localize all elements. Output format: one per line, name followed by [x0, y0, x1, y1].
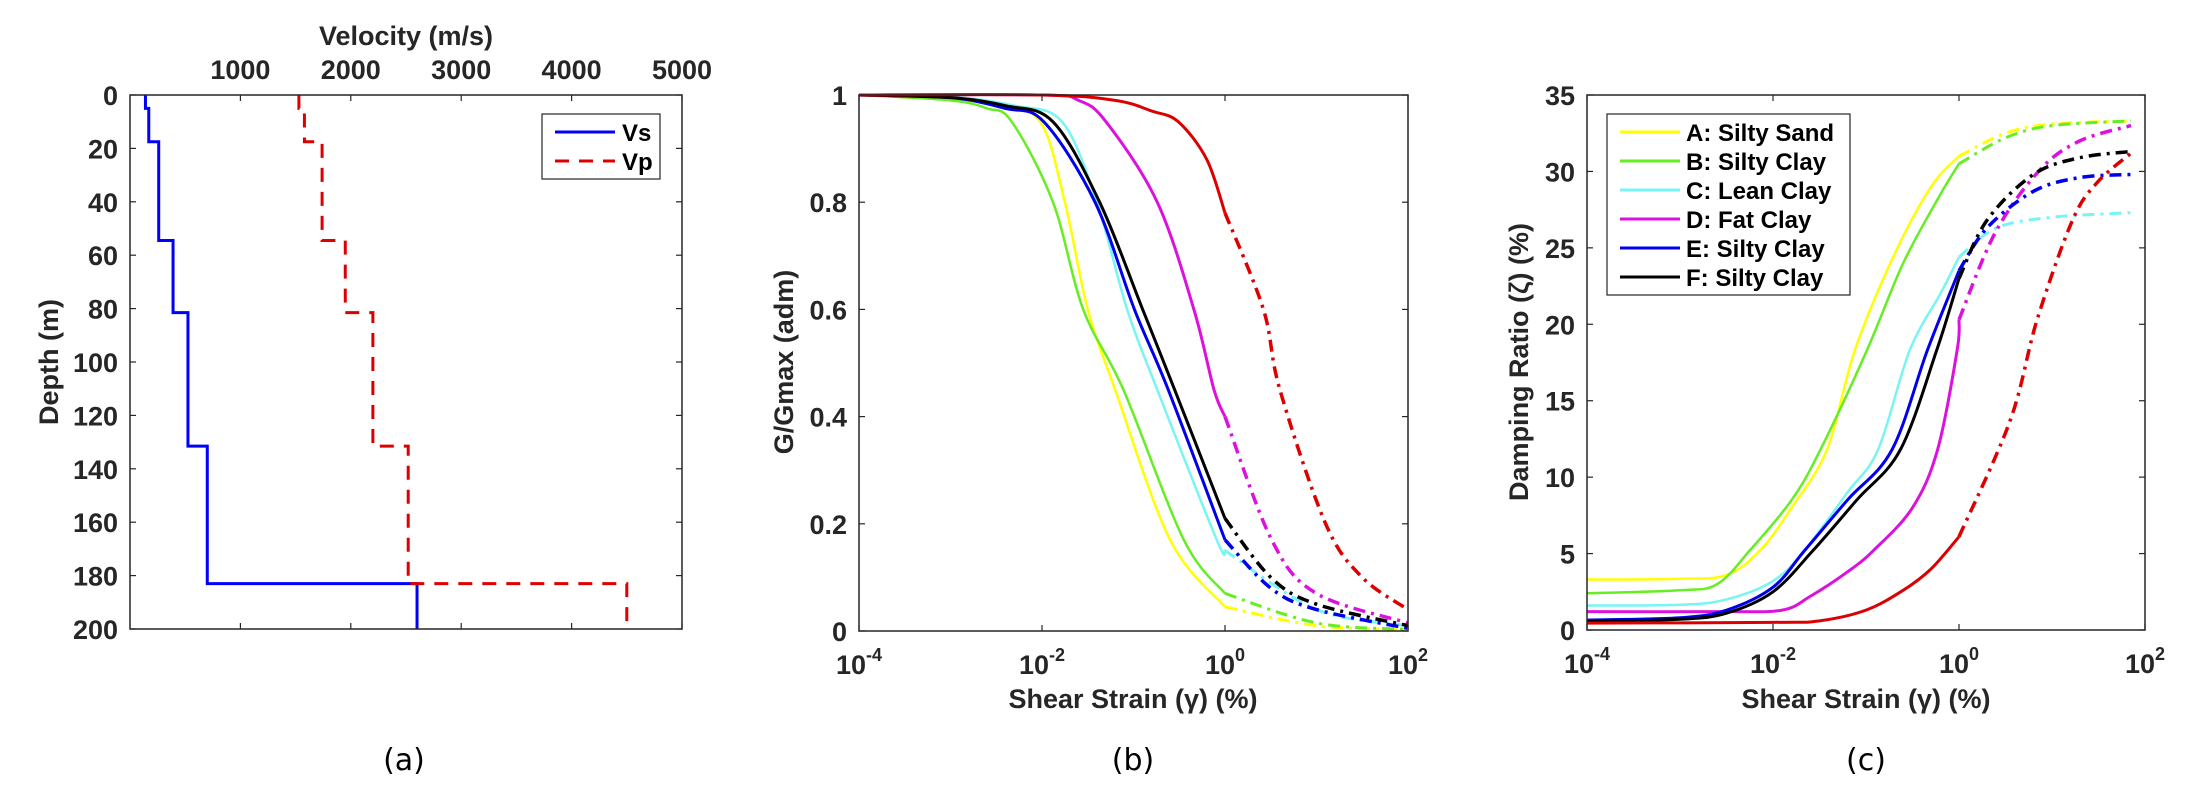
legend-label-d-fat-clay: D: Fat Clay	[1686, 207, 1812, 234]
y-tick-label: 20	[1545, 310, 1575, 340]
series-dashdot-d-fat-clay	[1957, 123, 2132, 321]
panel-a-axes-box	[129, 94, 683, 630]
x-tick-label: 100	[1939, 644, 1979, 679]
panel-a-legend: Vs Vp	[541, 113, 661, 180]
series-dashdot-e-silty-clay	[1223, 538, 1409, 631]
series-line-vs	[143, 95, 419, 629]
panel-b-xlabel: Shear Strain (γ) (%)	[1008, 684, 1257, 714]
panel-b-modulus-reduction: G/Gmax (adm) Shear Strain (γ) (%) 10-4 10…	[769, 81, 1428, 778]
y-tick-label: 100	[73, 348, 118, 378]
legend-box	[1606, 113, 1851, 296]
x-tick-label: 2000	[321, 55, 381, 85]
x-tick-label: 1000	[210, 55, 270, 85]
y-tick-label: 0	[832, 617, 847, 647]
series-solid-f-silty-clay	[1586, 277, 1961, 624]
series-solid-a-silty-sand	[858, 93, 1226, 608]
x-tick-label: 100	[1205, 645, 1245, 680]
panel-c-caption: (c)	[1846, 743, 1886, 778]
series-dashdot-e-silty-clay	[1957, 172, 2132, 272]
y-tick-label: 200	[73, 615, 118, 645]
x-tick-label: 10-2	[1750, 644, 1796, 679]
x-tick-label: 3000	[431, 55, 491, 85]
legend-label-vs: Vs	[622, 120, 651, 147]
legend-label-c-lean-clay: C: Lean Clay	[1686, 178, 1832, 205]
panel-b-ylabel: G/Gmax (adm)	[769, 270, 799, 455]
y-tick-label: 60	[88, 241, 118, 271]
y-tick-label: 35	[1545, 81, 1575, 111]
y-tick-label: 0	[103, 81, 118, 111]
y-tick-label: 180	[73, 562, 118, 592]
y-tick-label: 160	[73, 508, 118, 538]
x-tick-label: 102	[1388, 645, 1428, 680]
panel-c-damping-ratio: Damping Ratio (ζ) (%) Shear Strain (γ) (…	[1504, 81, 2165, 778]
series-dashdot-f-silty-clay	[1957, 149, 2132, 280]
series-solid-e-silty-clay	[1586, 270, 1961, 622]
y-tick-label: 40	[88, 188, 118, 218]
series-solid-e-silty-clay	[858, 93, 1227, 541]
panel-a-ylabel: Depth (m)	[34, 299, 64, 425]
y-tick-label: 20	[88, 134, 118, 164]
legend-box	[541, 113, 661, 180]
x-tick-label: 5000	[652, 55, 712, 85]
panel-b-caption: (b)	[1112, 743, 1154, 778]
panel-a-caption: (a)	[383, 743, 425, 778]
x-tick-label: 10-2	[1019, 645, 1065, 680]
series-solid-b-silty-clay	[1586, 163, 1961, 595]
series-dashdot-d-fat-clay	[1223, 415, 1409, 625]
series-solid-b-silty-clay	[858, 93, 1226, 595]
x-tick-label: 10-4	[1564, 644, 1610, 679]
series-line-vp	[297, 95, 629, 629]
series-solid-d-fat-clay	[1586, 319, 1961, 614]
y-tick-label: 0	[1560, 616, 1575, 646]
y-tick-label: 10	[1545, 463, 1575, 493]
series-solid-d-fat-clay	[858, 93, 1227, 418]
x-tick-label: 4000	[542, 55, 602, 85]
series-solid-red	[1586, 535, 1961, 625]
panel-c-axes-box	[1586, 94, 2146, 631]
y-tick-label: 0.6	[809, 295, 847, 325]
y-tick-label: 80	[88, 295, 118, 325]
x-tick-label: 102	[2125, 644, 2165, 679]
y-tick-label: 1	[832, 81, 847, 111]
panel-b-axes-box	[858, 94, 1409, 632]
y-tick-label: 0.2	[809, 510, 847, 540]
legend-label-e-silty-clay: E: Silty Clay	[1686, 236, 1825, 263]
panel-a-xlabel: Velocity (m/s)	[319, 21, 493, 51]
series-solid-c-lean-clay	[858, 93, 1227, 556]
series-dashdot-a-silty-sand	[1958, 119, 2132, 158]
y-tick-label: 140	[73, 455, 118, 485]
series-dashdot-red	[1957, 151, 2133, 538]
legend-label-f-silty-clay: F: Silty Clay	[1686, 265, 1824, 292]
legend-label-a-silty-sand: A: Silty Sand	[1686, 120, 1834, 147]
y-tick-label: 25	[1545, 234, 1575, 264]
series-solid-c-lean-clay	[1586, 256, 1961, 607]
series-dashdot-f-silty-clay	[1223, 517, 1409, 628]
panel-c-xlabel: Shear Strain (γ) (%)	[1741, 684, 1990, 714]
legend-label-b-silty-clay: B: Silty Clay	[1686, 149, 1827, 176]
legend-label-vp: Vp	[622, 149, 653, 176]
y-tick-label: 0.8	[809, 188, 847, 218]
panel-a-velocity-profile: Velocity (m/s) Depth (m) 1000 2000 3000 400…	[34, 21, 712, 778]
y-tick-label: 0.4	[809, 403, 847, 433]
y-tick-label: 120	[73, 401, 118, 431]
series-dashdot-red	[1223, 212, 1410, 612]
panel-c-ylabel: Damping Ratio (ζ) (%)	[1504, 223, 1534, 501]
x-tick-label: 10-4	[836, 645, 882, 680]
y-tick-label: 5	[1560, 540, 1575, 570]
series-solid-f-silty-clay	[858, 93, 1227, 519]
y-tick-label: 15	[1545, 387, 1575, 417]
series-dashdot-b-silty-clay	[1224, 592, 1409, 631]
y-tick-label: 30	[1545, 157, 1575, 187]
series-solid-a-silty-sand	[1586, 155, 1960, 581]
